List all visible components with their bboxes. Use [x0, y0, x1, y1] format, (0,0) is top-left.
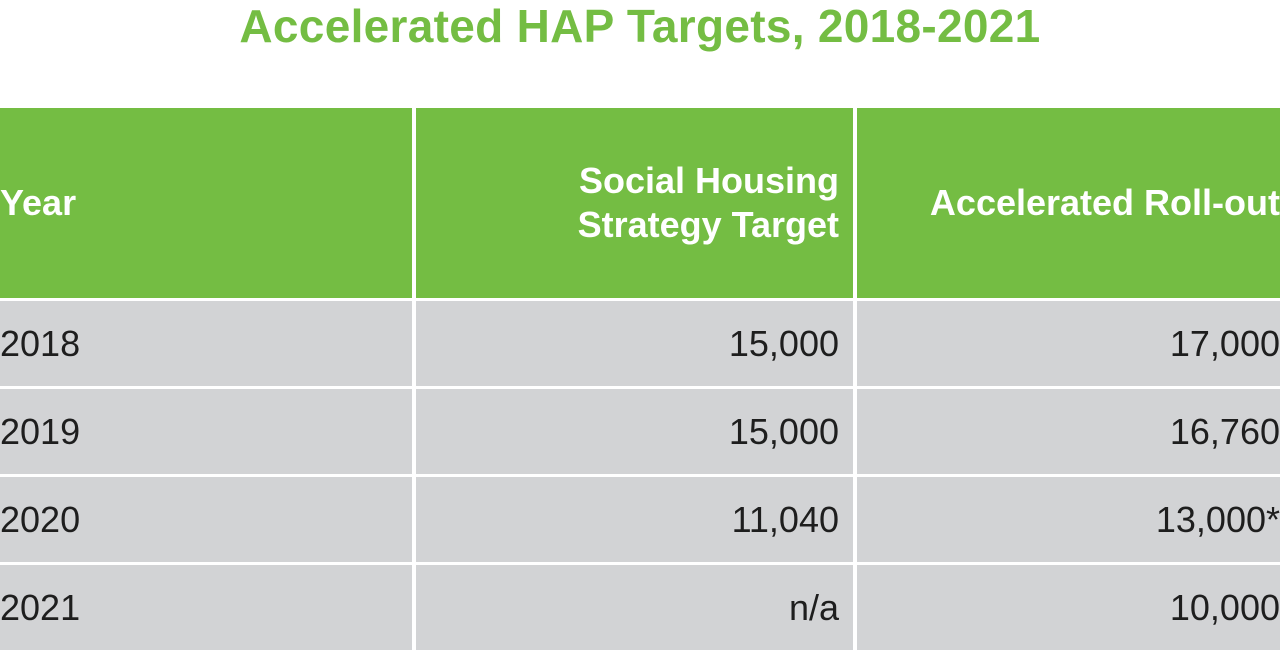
table-row: 2021 n/a 10,000	[0, 565, 1280, 650]
table-row: 2020 11,040 13,000*	[0, 477, 1280, 562]
table-header-row: Year Social Housing Strategy Target Acce…	[0, 108, 1280, 298]
header-shs-line2: Strategy Target	[577, 204, 839, 245]
cell-accelerated: 10,000	[857, 565, 1280, 650]
cell-shs-target: 15,000	[416, 301, 853, 386]
cell-year: 2020	[0, 477, 412, 562]
cell-shs-target: n/a	[416, 565, 853, 650]
table-row: 2019 15,000 16,760	[0, 389, 1280, 474]
table-row: 2018 15,000 17,000	[0, 301, 1280, 386]
chart-title: Accelerated HAP Targets, 2018-2021	[239, 0, 1041, 52]
header-social-housing-strategy-target: Social Housing Strategy Target	[416, 108, 853, 298]
cell-accelerated: 17,000	[857, 301, 1280, 386]
targets-table: Year Social Housing Strategy Target Acce…	[0, 108, 1280, 650]
cell-year: 2018	[0, 301, 412, 386]
cell-shs-target: 11,040	[416, 477, 853, 562]
header-shs-line1: Social Housing	[578, 160, 839, 201]
cell-shs-target: 15,000	[416, 389, 853, 474]
cell-year: 2019	[0, 389, 412, 474]
header-year: Year	[0, 108, 412, 298]
cell-accelerated: 13,000*	[857, 477, 1280, 562]
cell-accelerated: 16,760	[857, 389, 1280, 474]
cell-year: 2021	[0, 565, 412, 650]
header-accelerated-roll-out: Accelerated Roll-out	[857, 108, 1280, 298]
